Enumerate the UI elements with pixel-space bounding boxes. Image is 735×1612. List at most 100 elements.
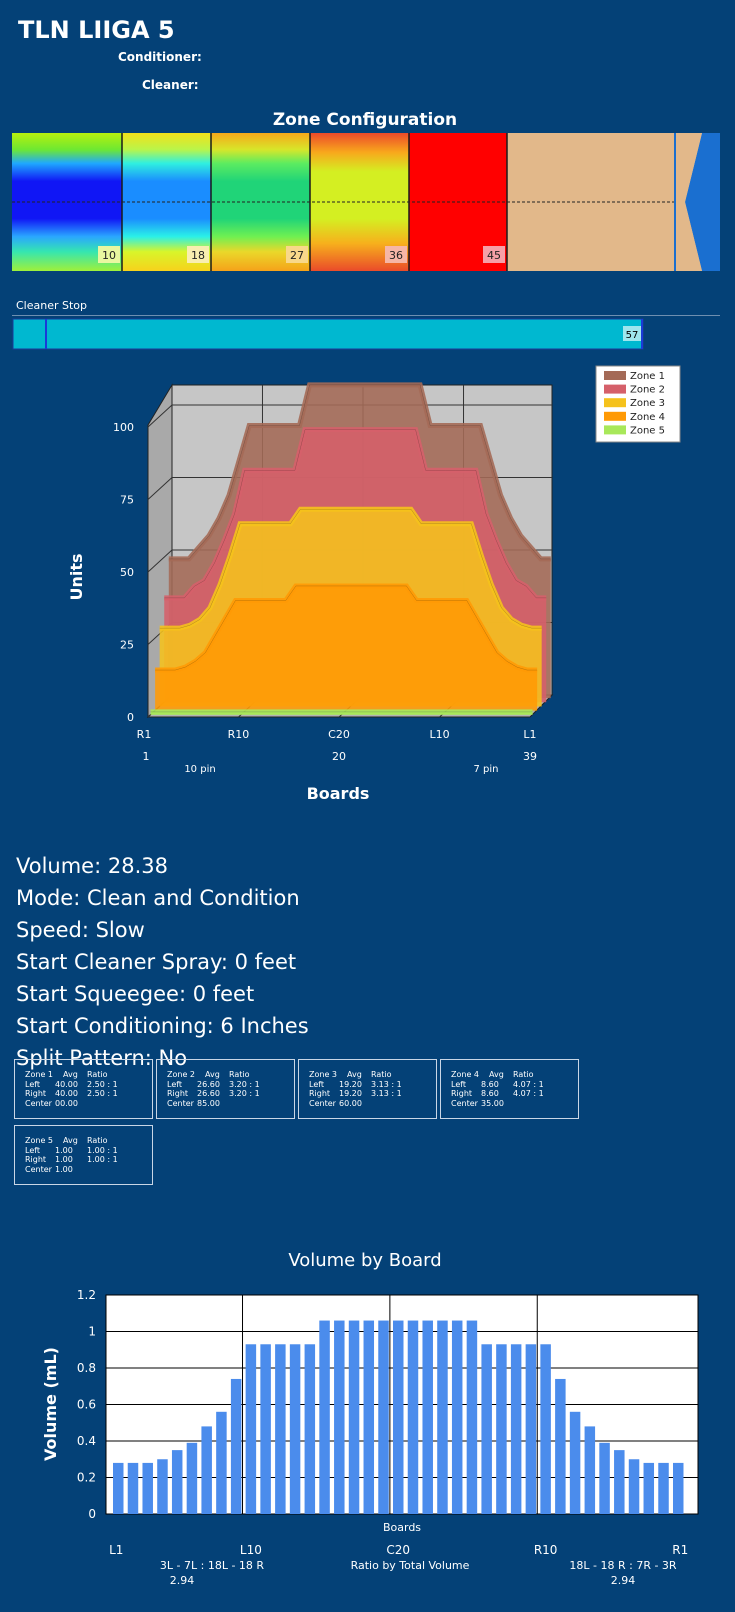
zone-table-header: Zone 4 [451, 1070, 479, 1079]
cleaner-stop-label: Cleaner Stop [16, 299, 88, 312]
bar-y-tick-label: 0.6 [77, 1398, 96, 1412]
zone-table-cell: 4.07 : 1 [513, 1079, 544, 1089]
zone-table-cell: Center [25, 1164, 52, 1174]
split-pattern-stat: Split Pattern: No [16, 1046, 188, 1070]
board-volume-bar [186, 1442, 198, 1514]
bar-y-tick-label: 0.8 [77, 1361, 96, 1375]
volume-stat: Volume: 28.38 [16, 854, 168, 878]
board-volume-bar [275, 1344, 286, 1514]
zone-table-header: Avg [63, 1136, 78, 1145]
legend-swatch [604, 398, 626, 408]
board-volume-bar [673, 1462, 684, 1514]
zone-table-header: Ratio [371, 1070, 392, 1079]
bar-x-tick-label: L1 [109, 1543, 123, 1557]
zone-table-cell: Center [309, 1098, 336, 1108]
x-tick-label: L1 [523, 728, 536, 741]
zone-table-cell: 26.60 [197, 1079, 220, 1089]
board-volume-bar [127, 1462, 139, 1514]
x-tick-label: C20 [328, 728, 350, 741]
zone-table-cell: 1.00 : 1 [87, 1155, 118, 1164]
y-tick-label: 100 [113, 421, 134, 434]
zone-table-cell: 3.13 : 1 [371, 1089, 402, 1098]
zone-table-cell: 85.00 [197, 1098, 220, 1108]
board-volume-bar [466, 1320, 478, 1514]
zone-table: Zone 1 Avg Ratio Left 40.00 2.50 : 1 Right 40.0… [14, 1059, 153, 1119]
x-tick-label: R1 [137, 728, 152, 741]
mode-stat: Mode: Clean and Condition [16, 886, 300, 910]
y-tick-label: 50 [120, 566, 134, 579]
board-volume-bar [393, 1320, 404, 1514]
start-conditioning-stat: Start Conditioning: 6 Inches [16, 1014, 309, 1038]
zone-table-cell: Right [25, 1089, 47, 1098]
zone-table-cell: 19.20 [339, 1089, 362, 1098]
zone-table-header: Zone 3 [309, 1070, 337, 1079]
zone-marker-label: 27 [290, 249, 304, 262]
zone-table-cell: Left [25, 1079, 41, 1089]
zone-table-header: Ratio [87, 1136, 108, 1145]
zone-table-cell: 1.00 [55, 1155, 73, 1164]
zone-marker-bg [187, 246, 209, 263]
ratio-right-value: 2.94 [611, 1574, 636, 1587]
zone-table-cell: 19.20 [339, 1079, 362, 1089]
zone-table-cell: 26.60 [197, 1089, 220, 1098]
bar-chart-title: Volume by Board [288, 1250, 441, 1271]
x-board-number: 39 [523, 750, 537, 763]
board-volume-bar [142, 1462, 153, 1514]
zone-table-cell: 2.50 : 1 [87, 1089, 118, 1098]
zone-table-cell: Right [25, 1155, 47, 1164]
zone-area-edge [168, 382, 551, 562]
board-volume-bar [304, 1344, 316, 1514]
zone-table-header: Ratio [229, 1070, 250, 1079]
board-volume-bar [113, 1462, 124, 1514]
bar-y-tick-label: 1.2 [77, 1288, 96, 1302]
board-volume-bar [628, 1459, 640, 1514]
zone-table-header: Ratio [87, 1070, 108, 1079]
board-volume-bar [245, 1344, 257, 1514]
y-tick-label: 25 [120, 639, 134, 652]
zone-marker-bg [385, 246, 407, 263]
board-volume-bar [437, 1320, 448, 1514]
legend-entry: Zone 5 [630, 425, 665, 436]
zone-marker-label: 18 [191, 249, 205, 262]
zone-area-edge [159, 506, 542, 631]
zone-table-cell: Left [25, 1145, 41, 1155]
pin-label: 10 pin [184, 764, 215, 775]
start-cleaner-spray-stat: Start Cleaner Spray: 0 feet [16, 950, 297, 974]
y-tick-label: 0 [127, 711, 134, 724]
bar-y-tick-label: 1 [88, 1325, 96, 1339]
speed-stat: Speed: Slow [16, 918, 145, 942]
y-tick-label: 75 [120, 494, 134, 507]
x-tick-label: L10 [429, 728, 449, 741]
board-volume-bar [481, 1344, 492, 1514]
board-volume-bar [658, 1462, 669, 1514]
board-volume-bar [260, 1344, 271, 1514]
zone-table-header: Zone 5 [25, 1136, 53, 1145]
board-volume-bar [363, 1320, 375, 1514]
legend-swatch [604, 384, 626, 394]
board-volume-bar [569, 1411, 581, 1514]
zone-table-header: Avg [489, 1070, 504, 1079]
zone-area [155, 585, 538, 711]
cleaner-stop-value: 57 [626, 330, 639, 341]
zone-table: Zone 3 Avg Ratio Left 19.20 3.13 : 1 Right 19.2… [298, 1059, 437, 1119]
ratio-center-label: Ratio by Total Volume [351, 1559, 470, 1572]
zone-table-cell: 35.00 [481, 1098, 504, 1108]
legend-swatch [604, 411, 626, 421]
bar-x-axis-label: Boards [383, 1521, 421, 1534]
ratio-left-value: 2.94 [170, 1574, 195, 1587]
board-volume-bar [289, 1344, 301, 1514]
zone-table-cell: 1.00 : 1 [87, 1145, 118, 1155]
board-volume-bar [216, 1411, 227, 1514]
bar-y-axis-label: Volume (mL) [41, 1347, 60, 1461]
cleaner-stop-bar: 57 [12, 315, 720, 350]
zone-table-cell: Right [451, 1089, 473, 1098]
zone-table-cell: 1.00 [55, 1164, 73, 1174]
cleaner-label: Cleaner: [142, 78, 199, 92]
legend-entry: Zone 4 [630, 412, 665, 423]
zone-table-header: Zone 1 [25, 1070, 53, 1079]
bar-y-tick-label: 0 [88, 1507, 96, 1521]
board-volume-bar [157, 1459, 168, 1514]
board-volume-bar [334, 1320, 345, 1514]
board-volume-bar [555, 1378, 566, 1514]
